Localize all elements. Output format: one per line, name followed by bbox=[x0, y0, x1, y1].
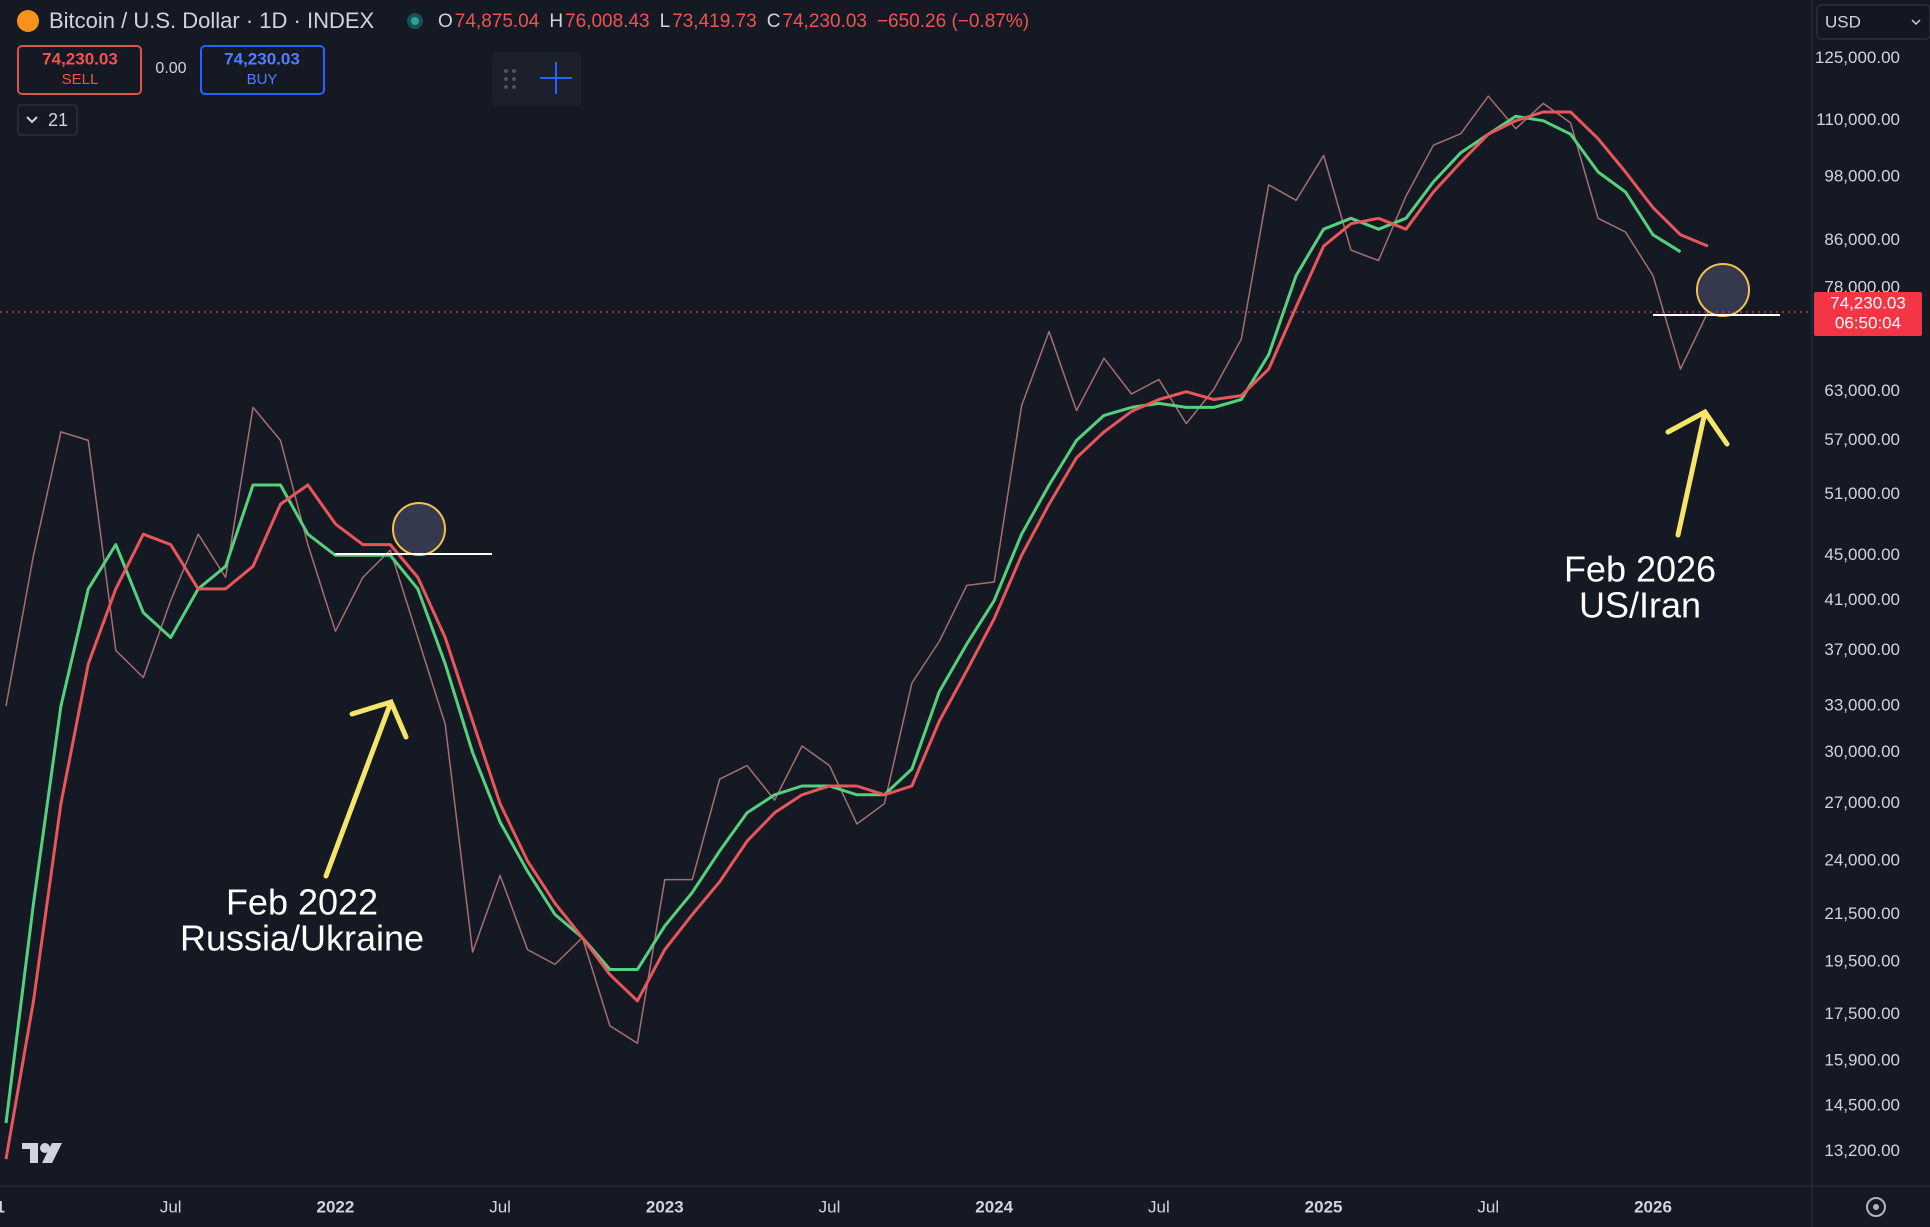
y-tick-label: 27,000.00 bbox=[1824, 793, 1900, 812]
x-tick-label: 2024 bbox=[975, 1197, 1013, 1216]
ohlc: O 74,875.04 H 76,008.43 L 73,419.73 C 74,230.03… bbox=[438, 11, 1029, 32]
settings-icon[interactable] bbox=[1866, 1197, 1886, 1217]
indicator-toggle[interactable] bbox=[17, 104, 78, 136]
y-tick-label: 33,000.00 bbox=[1824, 696, 1900, 715]
x-tick-label: Jul bbox=[160, 1197, 182, 1216]
annotation-text: Feb 2026 bbox=[1564, 549, 1716, 590]
symbol-icon bbox=[17, 10, 39, 32]
tv-logo bbox=[22, 1143, 62, 1163]
highlight-circle bbox=[1696, 263, 1750, 317]
x-tick-label: 2026 bbox=[1634, 1197, 1672, 1216]
ohlc-label: O bbox=[438, 11, 453, 32]
symbol-title[interactable]: Bitcoin / U.S. Dollar · 1D · INDEX bbox=[49, 8, 375, 33]
drawing-toolbar[interactable] bbox=[492, 52, 581, 106]
y-tick-label: 63,000.00 bbox=[1824, 381, 1900, 400]
x-tick-label: Jul bbox=[1477, 1197, 1499, 1216]
y-tick-label: 13,200.00 bbox=[1824, 1141, 1900, 1160]
ohlc-label: C bbox=[767, 11, 781, 32]
y-tick-label: 98,000.00 bbox=[1824, 166, 1900, 185]
y-tick-label: 24,000.00 bbox=[1824, 850, 1900, 869]
arrow bbox=[323, 408, 1730, 879]
ohlc-value: 74,875.04 bbox=[455, 11, 540, 32]
y-tick-label: 30,000.00 bbox=[1824, 742, 1900, 761]
chevron bbox=[26, 116, 38, 124]
annotation-text: Russia/Ukraine bbox=[180, 918, 424, 959]
indicator-count[interactable]: 21 bbox=[48, 110, 68, 130]
y-tick-label: 15,900.00 bbox=[1824, 1051, 1900, 1070]
highlight-circle bbox=[392, 502, 446, 556]
currency[interactable]: USD bbox=[1825, 12, 1861, 31]
series-line bbox=[4, 114, 1682, 1124]
y-tick-label: 21,500.00 bbox=[1824, 904, 1900, 923]
ohlc-label: L bbox=[660, 11, 671, 32]
price-tag-countdown: 06:50:04 bbox=[1835, 313, 1901, 332]
ohlc-label: H bbox=[549, 11, 563, 32]
x-tick-label: 2025 bbox=[1305, 1197, 1343, 1216]
price-tag-value: 74,230.03 bbox=[1830, 293, 1906, 312]
sell-price[interactable]: 74,230.03 bbox=[42, 49, 118, 68]
series-line bbox=[4, 110, 1709, 1160]
spread: 0.00 bbox=[155, 60, 186, 77]
y-tick-label: 86,000.00 bbox=[1824, 230, 1900, 249]
y-tick-label: 41,000.00 bbox=[1824, 590, 1900, 609]
y-tick-label: 125,000.00 bbox=[1815, 48, 1900, 67]
sell-label[interactable]: SELL bbox=[62, 71, 99, 88]
x-tick-label: 2023 bbox=[646, 1197, 684, 1216]
buy-label[interactable]: BUY bbox=[247, 71, 278, 88]
buy-button[interactable] bbox=[200, 45, 325, 95]
annotation-text: Feb 2022 bbox=[226, 882, 378, 923]
x-tick-label: Jul bbox=[1148, 1197, 1170, 1216]
crosshair-icon bbox=[540, 62, 572, 94]
sell-button[interactable] bbox=[17, 45, 142, 95]
y-tick-label: 14,500.00 bbox=[1824, 1095, 1900, 1114]
x-tick-label: Jul bbox=[489, 1197, 511, 1216]
ohlc-value: 74,230.03 bbox=[782, 11, 867, 32]
y-tick-label: 57,000.00 bbox=[1824, 430, 1900, 449]
ohlc-value: 73,419.73 bbox=[672, 11, 757, 32]
currency-select[interactable] bbox=[1816, 4, 1930, 40]
x-tick-label: 2021 bbox=[0, 1197, 5, 1216]
y-tick-label: 110,000.00 bbox=[1816, 110, 1900, 129]
grip-icon bbox=[504, 69, 516, 89]
ohlc-value: 76,008.43 bbox=[565, 11, 650, 32]
buy-price[interactable]: 74,230.03 bbox=[224, 49, 300, 68]
status-dot bbox=[411, 17, 419, 25]
y-tick-label: 51,000.00 bbox=[1824, 484, 1900, 503]
chevron bbox=[1911, 19, 1921, 26]
x-tick-label: Jul bbox=[819, 1197, 841, 1216]
y-tick-label: 45,000.00 bbox=[1824, 545, 1900, 564]
price-tag bbox=[1814, 291, 1922, 336]
y-tick-label: 17,500.00 bbox=[1824, 1004, 1900, 1023]
settings-icon bbox=[1873, 1204, 1879, 1210]
x-tick-label: 2022 bbox=[316, 1197, 354, 1216]
price-change: −650.26 (−0.87%) bbox=[877, 11, 1029, 32]
series-line bbox=[5, 95, 1709, 1044]
y-tick-label: 37,000.00 bbox=[1824, 640, 1900, 659]
plot bbox=[4, 95, 1709, 1160]
y-tick-label: 19,500.00 bbox=[1824, 951, 1900, 970]
annotation-text: US/Iran bbox=[1579, 585, 1701, 626]
y-tick-label: 78,000.00 bbox=[1824, 277, 1900, 296]
